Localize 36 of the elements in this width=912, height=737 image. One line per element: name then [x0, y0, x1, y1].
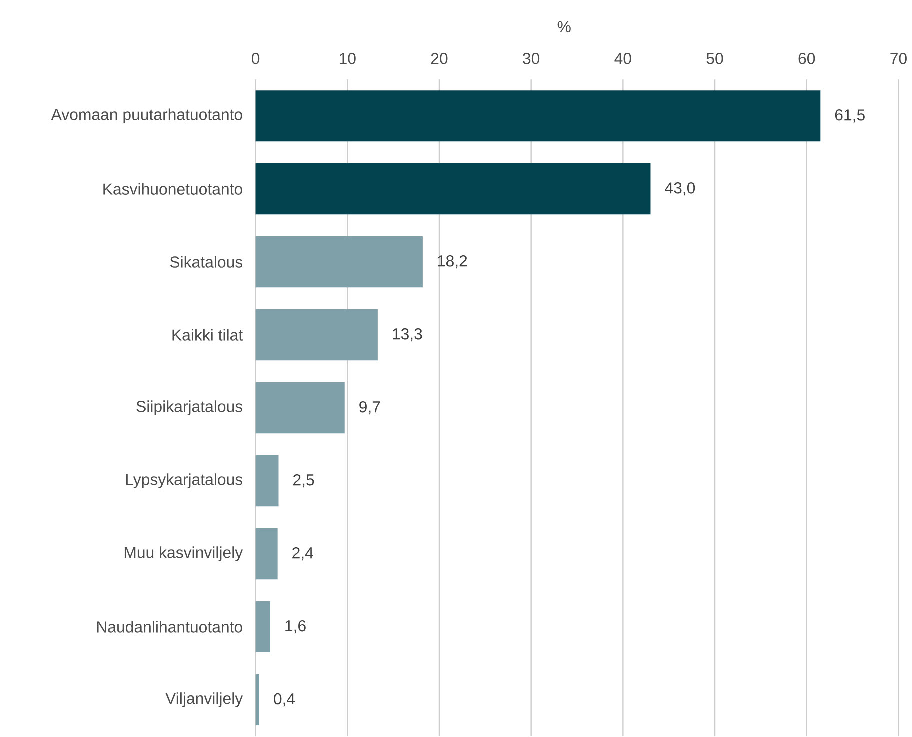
data-label: 43,0 [665, 182, 696, 196]
data-label: 13,3 [393, 328, 422, 342]
data-label: 1,6 [286, 620, 306, 634]
x-tick-label: 30 [523, 53, 540, 64]
bar [256, 601, 270, 653]
x-tick-label: 50 [706, 53, 724, 64]
bar [256, 455, 279, 507]
y-tick-label: Avomaan puutarhatuotanto [51, 108, 242, 124]
bar [256, 674, 260, 726]
data-label: 2,4 [292, 547, 314, 561]
x-tick-label: 20 [431, 53, 448, 64]
bar [256, 236, 423, 288]
y-tick-label: Lypsykarjatalous [126, 474, 243, 488]
y-tick-label: Sikatalous [170, 256, 243, 268]
data-label: 18,2 [438, 255, 468, 269]
y-tick-label: Naudanlihantuotanto [97, 621, 242, 633]
x-tick-label: 0 [252, 53, 260, 64]
data-label: 61,5 [835, 110, 865, 123]
y-tick-label: Viljanviljely [166, 692, 244, 708]
y-tick-label: Muu kasvinviljely [124, 546, 244, 562]
x-axis-title: % [558, 21, 571, 32]
y-tick-label: Kaikki tilat [172, 329, 243, 341]
x-tick-label: 40 [614, 53, 632, 64]
y-tick-label: Siipikarjatalous [136, 400, 243, 416]
x-tick-label: 70 [890, 53, 907, 64]
bar [256, 382, 345, 434]
x-tick-label: 10 [340, 53, 356, 64]
bar [256, 164, 651, 215]
bar [256, 90, 821, 142]
y-tick-label: Kasvihuonetuotanto [104, 183, 242, 195]
data-label: 0,4 [274, 693, 296, 707]
data-label: 2,5 [294, 474, 314, 488]
bar [256, 528, 278, 580]
bar [256, 310, 378, 361]
data-label: 9,7 [360, 401, 380, 415]
x-tick-label: 60 [798, 53, 816, 64]
